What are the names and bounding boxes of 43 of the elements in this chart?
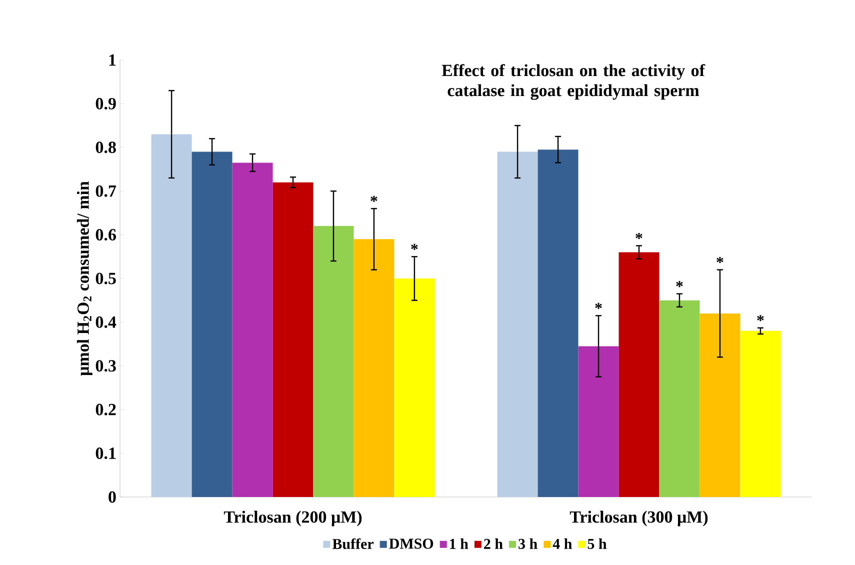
bar (151, 134, 192, 497)
legend-label: 5 h (588, 538, 607, 549)
bar (700, 313, 740, 497)
bar (354, 239, 394, 497)
x-tick-label: Triclosan (300 μM) (570, 510, 708, 526)
data-label: * (595, 302, 602, 309)
y-tick-label: 0.3 (96, 360, 116, 372)
data-label: * (716, 256, 724, 264)
data-label: * (370, 196, 378, 202)
legend-label: 2 h (484, 538, 503, 549)
bar (272, 182, 314, 497)
bar (538, 150, 578, 497)
x-tick-label: Triclosan (200 μM) (224, 510, 362, 526)
legend-label: 1 h (450, 538, 468, 549)
y-tick-label: 0 (108, 491, 116, 503)
bar (659, 300, 700, 497)
bar (232, 162, 273, 497)
y-tick-label: 0.2 (96, 404, 116, 416)
text: Effect of triclosan on the activity of catalase in goat epididymal sperm (442, 64, 706, 100)
y-tick-label: 0.7 (96, 185, 116, 197)
data-label: * (676, 281, 683, 288)
legend-label: 4 h (552, 538, 572, 549)
data-label: * (757, 315, 764, 322)
y-tick-label: 0.4 (96, 316, 116, 328)
bar (313, 226, 354, 497)
legend-label: Buffer (332, 538, 374, 550)
bar (618, 252, 660, 497)
bar (578, 346, 619, 497)
y-tick-label: 0.9 (96, 98, 116, 110)
bar (192, 152, 232, 497)
y-tick-label: 0.8 (96, 142, 116, 154)
data-label: * (411, 244, 418, 250)
legend-label: 3 h (518, 538, 538, 549)
bar (740, 330, 781, 497)
y-tick-label: 0.6 (96, 229, 116, 241)
bar (394, 278, 435, 497)
legend-label: DMSO (389, 538, 434, 549)
y-axis-title: μmol H$_{2}$O$_{2}$ consumed/ min (76, 181, 92, 376)
y-tick-label: 0.5 (96, 272, 116, 284)
bar (497, 152, 538, 497)
data-label: * (636, 232, 642, 239)
y-tick-label: 0.1 (96, 448, 116, 460)
y-tick-label: 1 (109, 54, 116, 66)
